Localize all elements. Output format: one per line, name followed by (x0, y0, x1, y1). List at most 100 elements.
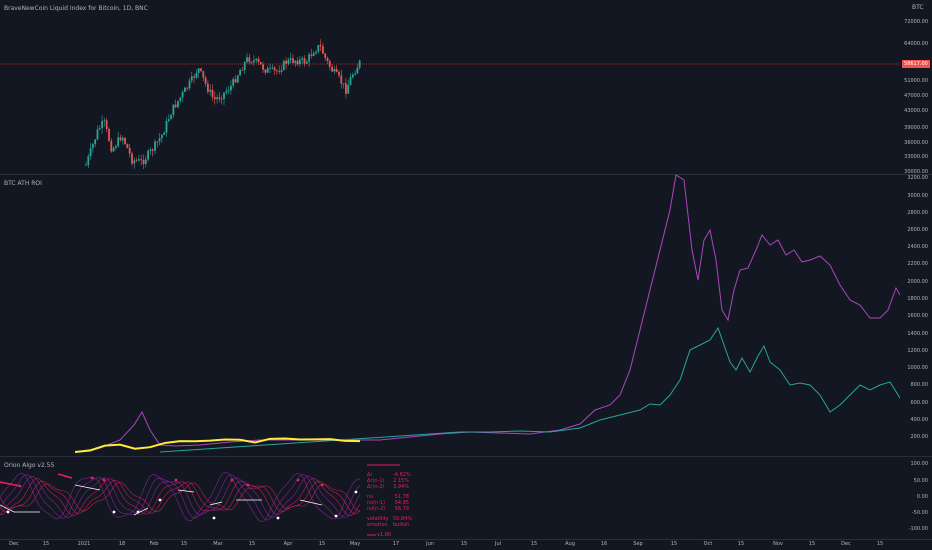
stat-value: 50.84% (393, 516, 413, 522)
candle-body (133, 160, 136, 164)
ath-tick: 2400.00 (907, 244, 928, 250)
candle-body (264, 69, 267, 73)
ath-tick: 2200.00 (907, 261, 928, 267)
price-tick: 30000.00 (904, 169, 928, 175)
time-tick: Feb (149, 541, 159, 547)
price-tick: 39000.00 (904, 125, 928, 131)
time-tick: Nov (773, 541, 783, 547)
stat-value: -4.62% (393, 472, 411, 478)
ath-tick: 3000.00 (907, 193, 928, 199)
time-tick: Apr (283, 541, 293, 547)
candle-body (255, 58, 258, 61)
candle-body (262, 64, 264, 70)
stat-key: rsi (367, 494, 374, 500)
candle-body (149, 149, 152, 151)
candle-body (186, 87, 189, 89)
candle-body (234, 79, 237, 83)
candle-body (161, 134, 163, 139)
price-tick: 51000.00 (904, 78, 928, 84)
candle-body (271, 67, 274, 69)
candle-body (333, 69, 336, 72)
algo-dot (334, 514, 338, 518)
algo-dot (276, 516, 280, 520)
algo-dot (6, 510, 10, 514)
stat-key: volatility (367, 516, 389, 522)
chart-canvas[interactable] (0, 0, 900, 539)
price-pane[interactable]: BraveNewCoin Liquid Index for Bitcoin, 1… (0, 0, 900, 174)
algo-oscillator-line (0, 471, 361, 523)
candle-body (85, 164, 87, 166)
ath-roi-axis[interactable]: 3200.00 3000.00 2800.00 2600.00 2400.00 … (900, 175, 932, 456)
candle-body (322, 46, 324, 54)
ath-roi-pane[interactable]: BTC ATH ROI (0, 175, 900, 456)
ath-roi-title: BTC ATH ROI (4, 180, 42, 187)
candle-body (282, 60, 285, 71)
algo-dot (320, 483, 324, 487)
candle-body (273, 67, 276, 71)
time-tick: Jul (494, 541, 502, 547)
time-axis[interactable] (0, 539, 900, 550)
orion-algo-title: Orion Algo v2.55 (4, 462, 55, 469)
candle-body (165, 120, 168, 133)
candle-body (250, 61, 253, 63)
candle-body (223, 92, 225, 100)
candle-body (340, 75, 343, 84)
time-tick: 15 (530, 541, 538, 547)
candle-body (167, 119, 170, 121)
ath-tick: 600.00 (910, 400, 929, 406)
candle-body (338, 71, 340, 76)
candle-body (326, 57, 329, 61)
ath-roi-yellow-line (74, 437, 361, 453)
orion-algo-axis[interactable]: 100.00 50.00 0.00 -50.00 -100.00 (900, 457, 932, 539)
candle-body (154, 141, 156, 151)
candle-body (218, 97, 221, 99)
candle-body (248, 57, 251, 62)
ath-tick: 2000.00 (907, 279, 928, 285)
time-tick: 15 (737, 541, 745, 547)
candle-body (342, 83, 345, 85)
price-tick: 43000.00 (904, 108, 928, 114)
candle-body (278, 71, 281, 72)
algo-oscillator-line (0, 475, 361, 518)
candle-body (184, 87, 186, 92)
candle-body (354, 73, 356, 75)
algo-dot (246, 483, 250, 487)
algo-dot (18, 484, 22, 488)
candle-body (195, 72, 198, 78)
stat-value: 54.95 (394, 500, 409, 506)
price-axis[interactable]: BTC 72000.00 64000.00 51000.00 47000.00 … (900, 0, 932, 175)
algo-trend-segment (0, 481, 21, 487)
candle-body (115, 146, 117, 148)
candle-body (324, 53, 327, 58)
candle-body (227, 90, 230, 92)
stat-key: Δr (367, 472, 373, 478)
ath-tick: 800.00 (910, 382, 929, 388)
orion-algo-pane[interactable]: Orion Algo v2.55 (0, 457, 900, 539)
candle-body (163, 132, 166, 135)
time-tick: Mar (213, 541, 223, 547)
price-tick: 72000.00 (904, 19, 928, 25)
candle-body (94, 139, 97, 145)
candle-body (121, 137, 124, 141)
time-tick: 15 (460, 541, 468, 547)
time-tick: 15 (670, 541, 678, 547)
candle-body (345, 83, 347, 94)
candle-body (356, 67, 359, 74)
algo-dot (136, 510, 140, 514)
candle-body (239, 70, 241, 76)
algo-tick: 50.00 (913, 478, 928, 484)
algo-tick: 0.00 (916, 494, 928, 500)
candle-body (135, 160, 138, 162)
candle-body (170, 114, 172, 120)
candle-body (126, 143, 129, 149)
stat-key: emotion (367, 522, 388, 528)
ath-tick: 1600.00 (907, 313, 928, 319)
algo-trend-segment (57, 473, 73, 479)
stat-value: 2.15% (393, 478, 409, 484)
candle-body (89, 148, 92, 157)
candle-body (140, 159, 143, 161)
candle-body (328, 60, 331, 67)
candle-body (312, 53, 315, 56)
candle-body (299, 59, 301, 65)
candle-body (112, 147, 115, 152)
